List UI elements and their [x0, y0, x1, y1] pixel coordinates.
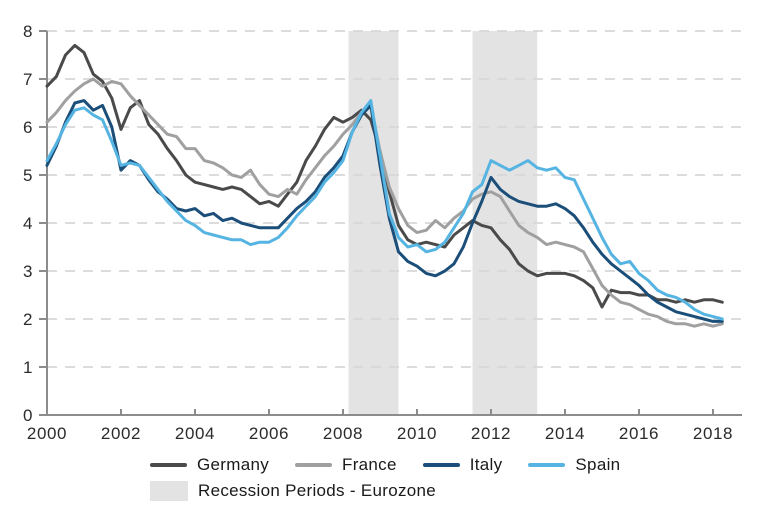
- legend-label-germany: Germany: [197, 455, 270, 474]
- y-axis-tick-label: 2: [23, 310, 33, 329]
- x-axis-tick-label: 2016: [619, 424, 659, 443]
- france-line-swatch: [295, 463, 333, 467]
- chart-legend: Germany France Italy Spain Recession Per…: [0, 452, 758, 504]
- legend-label-spain: Spain: [575, 455, 621, 474]
- y-axis-tick-label: 8: [23, 22, 33, 41]
- legend-item-spain: Spain: [528, 455, 620, 475]
- y-axis-tick-label: 3: [23, 262, 33, 281]
- x-axis-tick-label: 2002: [101, 424, 141, 443]
- y-axis-tick-label: 6: [23, 118, 33, 137]
- y-axis-tick-label: 0: [23, 406, 33, 425]
- x-axis-tick-label: 2010: [397, 424, 437, 443]
- x-axis-tick-label: 2012: [471, 424, 511, 443]
- y-axis-tick-label: 4: [23, 214, 33, 233]
- legend-label-france: France: [342, 455, 397, 474]
- legend-item-recession: Recession Periods - Eurozone: [150, 481, 436, 501]
- legend-item-france: France: [295, 455, 397, 475]
- x-axis-tick-label: 2014: [545, 424, 585, 443]
- legend-recession-row: Recession Periods - Eurozone: [150, 478, 758, 504]
- x-axis-tick-label: 2006: [249, 424, 289, 443]
- legend-series-row: Germany France Italy Spain: [150, 452, 758, 478]
- y-axis-tick-label: 5: [23, 166, 33, 185]
- spain-line-swatch: [528, 463, 566, 467]
- legend-label-recession: Recession Periods - Eurozone: [198, 481, 437, 500]
- chart-canvas: 0 1 2 3 4 5 6 7 8 2000 2002 2004 2006 2008 2010 2012 201…: [23, 22, 742, 443]
- y-axis-tick-label: 7: [23, 70, 33, 89]
- germany-line-swatch: [150, 463, 187, 467]
- y-axis-tick-label: 1: [23, 358, 33, 377]
- x-axis-tick-label: 2008: [323, 424, 363, 443]
- series-line-spain: [45, 99, 724, 321]
- italy-line-swatch: [422, 463, 460, 467]
- legend-label-italy: Italy: [469, 455, 503, 474]
- legend-item-italy: Italy: [422, 455, 503, 475]
- recession-band-swatch: [150, 481, 188, 501]
- x-axis-tick-label: 2000: [27, 424, 67, 443]
- series-line-france: [45, 77, 724, 328]
- x-axis-tick-label: 2018: [693, 424, 733, 443]
- x-axis-tick-label: 2004: [175, 424, 215, 443]
- legend-item-germany: Germany: [150, 455, 269, 475]
